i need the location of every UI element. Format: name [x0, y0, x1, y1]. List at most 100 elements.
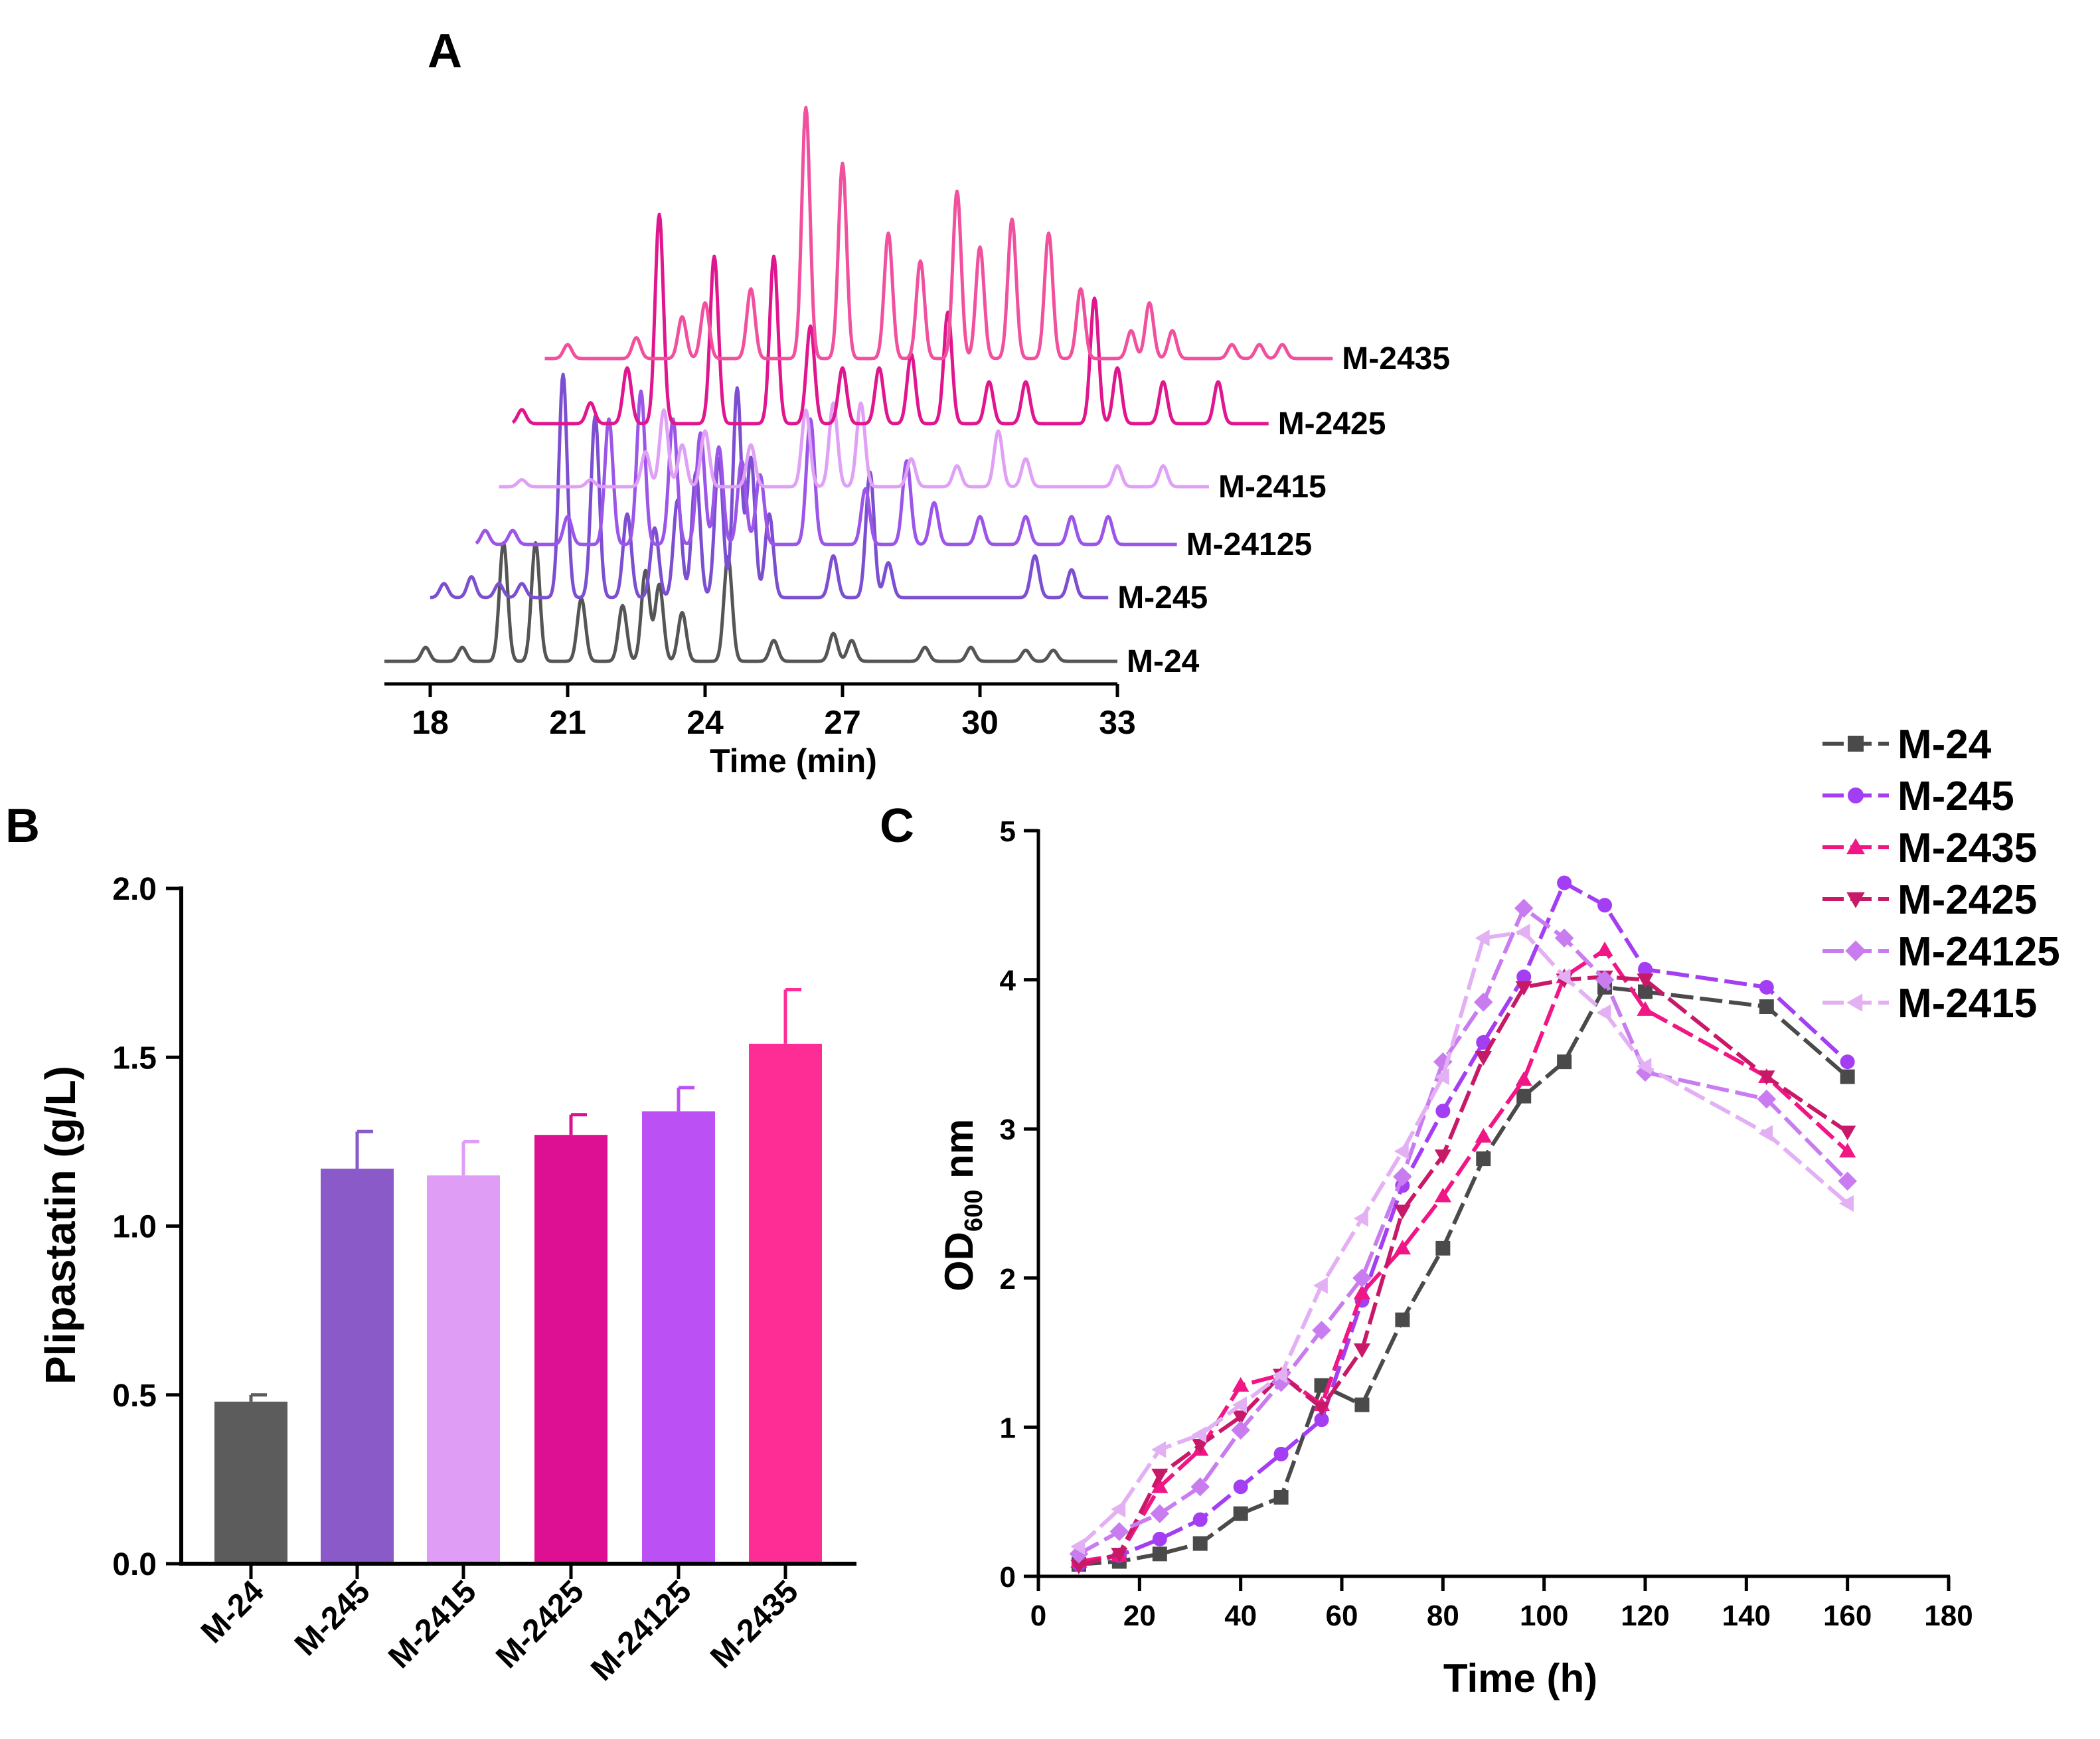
c-point-m-2435 [1394, 1240, 1412, 1255]
panel-a-letter: A [428, 25, 462, 78]
c-line-m-2415 [1077, 930, 1849, 1548]
c-point-m-245 [1192, 1512, 1208, 1527]
c-point-m-2435 [1353, 1284, 1371, 1299]
a-trace-label-m-245: M-245 [1117, 580, 1208, 616]
c-point-m-2415 [1475, 930, 1490, 947]
a-trace-m-2415 [498, 401, 1210, 489]
c-point-m-2415 [1313, 1277, 1328, 1294]
c-point-m-24 [1395, 1312, 1410, 1327]
c-point-m-2425 [1192, 1439, 1209, 1454]
c-ticks: 0 20 40 60 80 100 120 140 160 180 0 1 2 3 4 5 [1000, 815, 1973, 1632]
c-point-m-2415 [1596, 1004, 1611, 1021]
c-legend-label: M-24 [1898, 722, 1992, 768]
c-point-m-2425 [1313, 1401, 1331, 1416]
c-xtick-label: 120 [1621, 1600, 1669, 1632]
c-point-m-24125 [1554, 928, 1574, 948]
c-point-m-245 [1759, 979, 1774, 995]
c-x-axis-label: Time (h) [1443, 1656, 1597, 1700]
c-legend-marker [1846, 892, 1865, 908]
a-xtick-label: 30 [961, 704, 999, 741]
c-point-m-24125 [1352, 1268, 1372, 1288]
c-point-m-2435 [1839, 1143, 1856, 1158]
c-point-m-2425 [1637, 973, 1654, 989]
c-point-m-2425 [1434, 1149, 1451, 1165]
c-point-m-24 [1435, 1240, 1451, 1256]
c-point-m-24125 [1595, 970, 1615, 989]
c-xtick-label: 140 [1722, 1600, 1771, 1632]
c-point-m-2425 [1232, 1410, 1250, 1426]
c-point-m-2435 [1475, 1127, 1492, 1143]
c-xtick-label: 180 [1924, 1600, 1973, 1632]
c-legend: M-24 M-245 M-2435 M-2425 M-24125 M-2415 [1822, 722, 2060, 1027]
c-point-m-2415 [1515, 924, 1530, 941]
b-bar-m-2435 [749, 1043, 822, 1564]
c-point-m-2435 [1515, 1071, 1532, 1086]
a-trace-label-m-2425: M-2425 [1278, 406, 1386, 442]
c-point-m-2425 [1151, 1468, 1169, 1483]
c-xtick-label: 60 [1326, 1600, 1358, 1632]
c-point-m-2415 [1070, 1538, 1086, 1555]
c-legend-marker [1846, 838, 1865, 855]
c-xtick-label: 80 [1427, 1600, 1459, 1632]
c-point-m-2415 [1556, 968, 1571, 985]
b-xtick-label-m-2435: M-2435 [704, 1574, 805, 1675]
c-point-m-2415 [1637, 1058, 1652, 1075]
c-point-m-24 [1233, 1506, 1248, 1521]
c-xtick-label: 40 [1224, 1600, 1257, 1632]
c-legend-marker [1846, 993, 1863, 1012]
c-point-m-245 [1516, 969, 1532, 985]
c-legend-label: M-2435 [1898, 825, 2037, 871]
b-bar-m-245 [321, 1169, 394, 1564]
c-legend-label: M-245 [1898, 774, 2014, 819]
c-point-m-24 [1152, 1546, 1167, 1562]
c-legend-marker [1848, 787, 1864, 803]
c-legend-item-m-2415: M-2415 [1822, 981, 2037, 1027]
c-point-m-24125 [1150, 1504, 1170, 1523]
c-ytick-label: 2 [1000, 1263, 1016, 1295]
c-legend-label: M-2425 [1898, 877, 2037, 923]
c-legend-marker [1845, 940, 1866, 961]
c-point-m-24125 [1109, 1522, 1129, 1541]
c-point-m-2425 [1839, 1125, 1856, 1141]
b-bar-m-2415 [427, 1175, 500, 1564]
c-legend-label: M-24125 [1898, 929, 2060, 975]
c-line-m-2435 [1078, 948, 1849, 1564]
c-point-m-24125 [1231, 1420, 1250, 1440]
c-point-m-2415 [1272, 1366, 1287, 1384]
c-ytick-label: 5 [1000, 815, 1016, 848]
c-legend-item-m-24125: M-24125 [1822, 929, 2060, 975]
c-point-m-24125 [1433, 1052, 1453, 1072]
c-point-m-245 [1638, 961, 1653, 977]
b-ytick-label: 1.5 [112, 1040, 157, 1076]
c-series-m-245 [1071, 875, 1855, 1572]
a-trace-m-24 [383, 541, 1119, 663]
a-trace-m-245 [429, 373, 1109, 600]
c-line-m-245 [1078, 880, 1849, 1566]
a-traces: M-24 M-245 M-24125 M-2415 M-2425 M-2435 [383, 106, 1450, 679]
c-point-m-24125 [1838, 1171, 1857, 1191]
c-point-m-24 [1557, 1054, 1572, 1070]
c-series-m-2435 [1070, 942, 1856, 1568]
c-point-m-2435 [1434, 1187, 1451, 1202]
c-point-m-2425 [1111, 1547, 1128, 1562]
c-point-m-2425 [1758, 1070, 1775, 1086]
c-point-m-245 [1597, 898, 1613, 913]
c-xtick-label: 100 [1520, 1600, 1568, 1632]
c-point-m-2435 [1596, 942, 1613, 957]
b-bar-m-24125 [642, 1111, 715, 1564]
c-point-m-2415 [1839, 1195, 1854, 1212]
a-trace-m-2425 [511, 212, 1269, 426]
a-xtick-label: 18 [412, 704, 449, 741]
panel-b-letter: B [5, 799, 40, 853]
c-xtick-label: 20 [1123, 1600, 1156, 1632]
b-xtick-label-m-24: M-24 [195, 1574, 271, 1650]
c-point-m-245 [1476, 1035, 1491, 1050]
c-point-m-24 [1354, 1397, 1370, 1412]
c-point-m-245 [1840, 1054, 1855, 1070]
c-point-m-24 [1840, 1069, 1855, 1084]
a-trace-label-m-2435: M-2435 [1342, 341, 1450, 376]
c-point-m-245 [1435, 1104, 1451, 1119]
a-trace-m-24125 [475, 389, 1178, 546]
